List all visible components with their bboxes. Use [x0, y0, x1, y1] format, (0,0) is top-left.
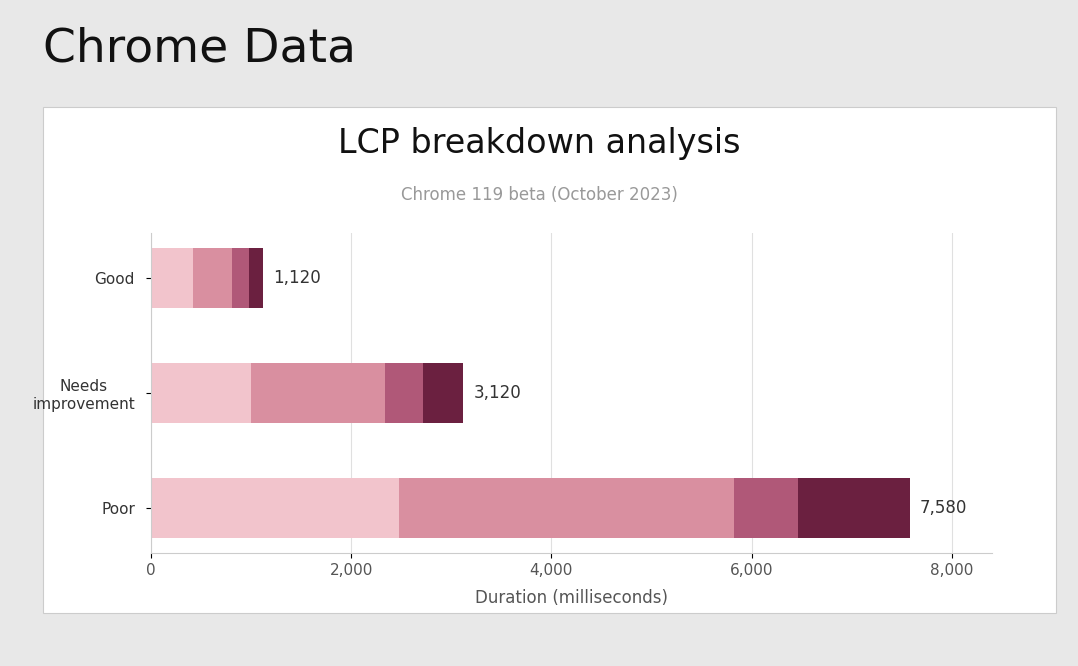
Bar [151, 363, 251, 423]
Text: Chrome 119 beta (October 2023): Chrome 119 beta (October 2023) [401, 186, 677, 204]
Text: Chrome Data: Chrome Data [43, 27, 356, 72]
Bar [249, 248, 263, 308]
Bar [399, 478, 733, 538]
Text: 3,120: 3,120 [473, 384, 521, 402]
Bar [151, 248, 193, 308]
Bar [251, 363, 385, 423]
Text: 1,120: 1,120 [273, 268, 321, 286]
Bar [232, 248, 249, 308]
Bar [385, 363, 424, 423]
Bar [193, 248, 232, 308]
Bar [798, 478, 910, 538]
Text: 7,580: 7,580 [920, 500, 967, 517]
Bar [424, 363, 464, 423]
X-axis label: Duration (milliseconds): Duration (milliseconds) [474, 589, 668, 607]
Bar [151, 478, 399, 538]
Legend: Mean TTFB, Mean Load Delay, Mean Load Duration, Mean Render Delay: Mean TTFB, Mean Load Delay, Mean Load Du… [225, 663, 917, 666]
Bar [733, 478, 798, 538]
Text: LCP breakdown analysis: LCP breakdown analysis [337, 127, 741, 160]
